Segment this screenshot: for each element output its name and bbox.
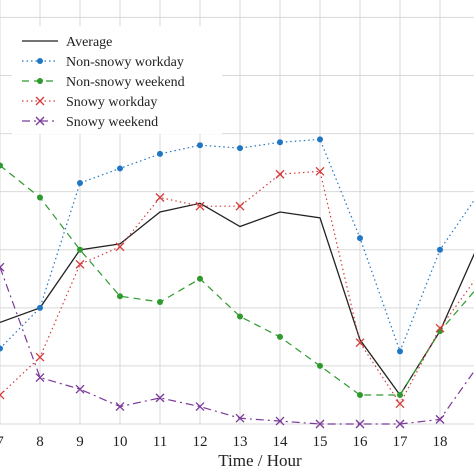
data-point [197,142,203,149]
data-point [317,362,323,369]
x-tick-label: 8 [36,434,44,450]
data-point [435,414,445,424]
data-point [275,416,285,426]
series-line-non-snowy-workday [0,138,474,354]
x-tick-label: 15 [313,434,328,450]
data-point [235,413,245,423]
data-point [277,333,283,340]
data-point [115,402,125,412]
data-point [395,399,405,409]
data-point [395,419,405,429]
x-tick-label: 10 [113,434,128,450]
data-point [237,313,243,320]
data-point [37,58,43,64]
data-point [357,391,363,398]
x-axis-title: Time / Hour [218,451,302,470]
data-point [155,193,165,202]
data-point [0,345,3,352]
data-point [37,304,43,311]
data-point [315,419,325,429]
x-tick-labels: 7 8 9 10 11 12 13 14 15 16 17 18 [0,434,448,450]
data-point [35,96,45,106]
data-point [197,275,203,282]
data-point [75,384,85,394]
x-tick-label: 12 [193,434,208,450]
legend-label-non-snowy-workday: Non-snowy workday [66,55,184,70]
data-point [237,145,243,152]
data-point [0,262,5,272]
data-point [115,242,125,252]
x-tick-label: 13 [233,434,248,450]
data-point [435,323,445,333]
x-tick-label: 7 [0,434,4,450]
data-point [235,201,245,211]
data-point [77,246,83,253]
legend: Average Non-snowy workday Non-snowy weeken… [12,26,222,134]
x-tick-label: 14 [273,434,289,450]
data-point [0,162,3,169]
data-point [397,391,403,398]
series-layer [0,138,474,425]
x-tick-label: 16 [353,434,369,450]
data-point [275,169,285,179]
data-point [357,235,363,242]
data-point [157,299,163,306]
data-point [35,352,45,362]
data-point [355,338,365,348]
data-point [355,419,365,429]
legend-label-snowy-weekend: Snowy weekend [66,115,158,130]
data-point [315,166,325,176]
x-tick-label: 9 [76,434,84,450]
data-point [0,390,5,400]
data-point [37,194,43,201]
data-point [195,402,205,412]
series-line-non-snowy-weekend [0,165,474,396]
data-point [37,78,43,84]
data-point [75,259,85,269]
data-point [35,373,45,382]
legend-label-non-snowy-weekend: Non-snowy weekend [66,75,185,90]
series-line-snowy-workday [0,170,474,405]
data-point [117,165,123,172]
legend-label-average: Average [66,35,112,50]
data-point [195,201,205,211]
data-point [157,150,163,157]
data-point [35,116,45,126]
legend-label-snowy-workday: Snowy workday [66,95,157,110]
data-point [155,393,165,403]
data-point [317,136,323,143]
x-tick-label: 11 [153,434,167,450]
x-tick-label: 17 [393,434,409,450]
data-point [77,179,83,186]
data-point [117,293,123,300]
markers-layer [0,136,445,429]
x-tick-label: 18 [433,434,448,450]
data-point [397,348,403,355]
data-point [277,139,283,146]
grid [0,0,474,425]
data-point [437,246,443,253]
legend-box [12,26,222,134]
